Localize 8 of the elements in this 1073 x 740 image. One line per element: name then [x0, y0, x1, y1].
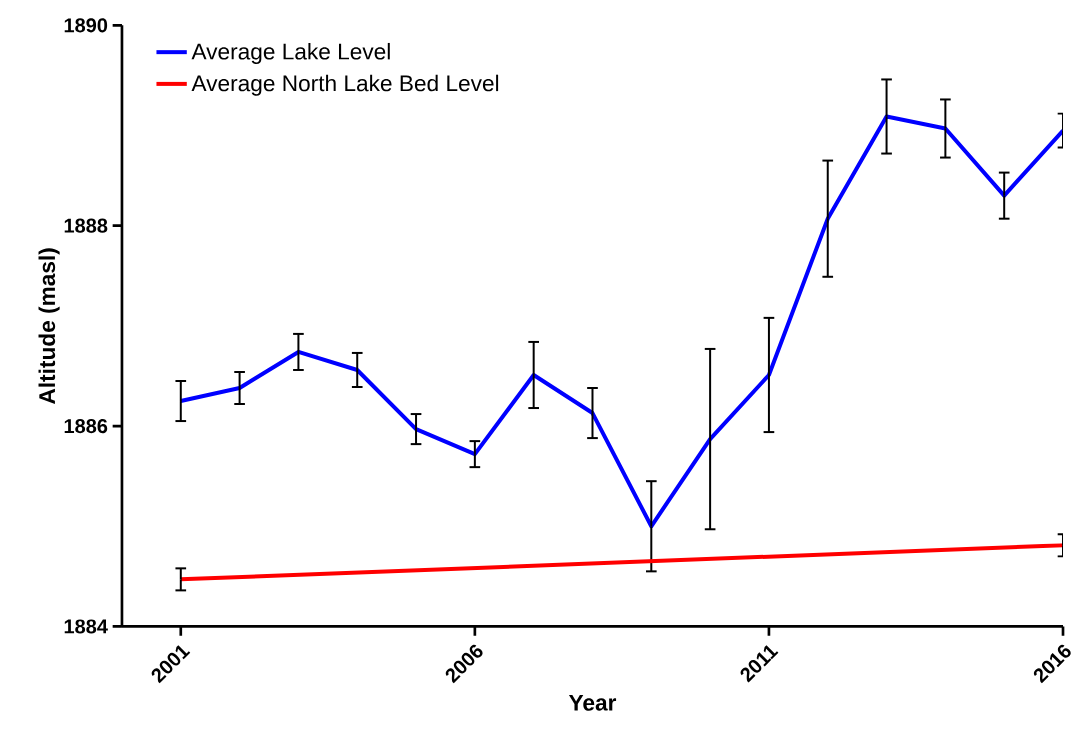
- y-tick-label: 1890: [64, 18, 108, 33]
- x-axis-title: Year: [568, 694, 617, 711]
- y-tick-label: 1886: [64, 418, 108, 433]
- y-axis-title: Altitude (masl): [38, 248, 60, 404]
- legend-label: Average North Lake Bed Level: [191, 74, 499, 96]
- y-tick-label: 1884: [64, 619, 108, 634]
- legend-label: Average Lake Level: [191, 42, 390, 64]
- y-tick-label: 1888: [64, 218, 108, 233]
